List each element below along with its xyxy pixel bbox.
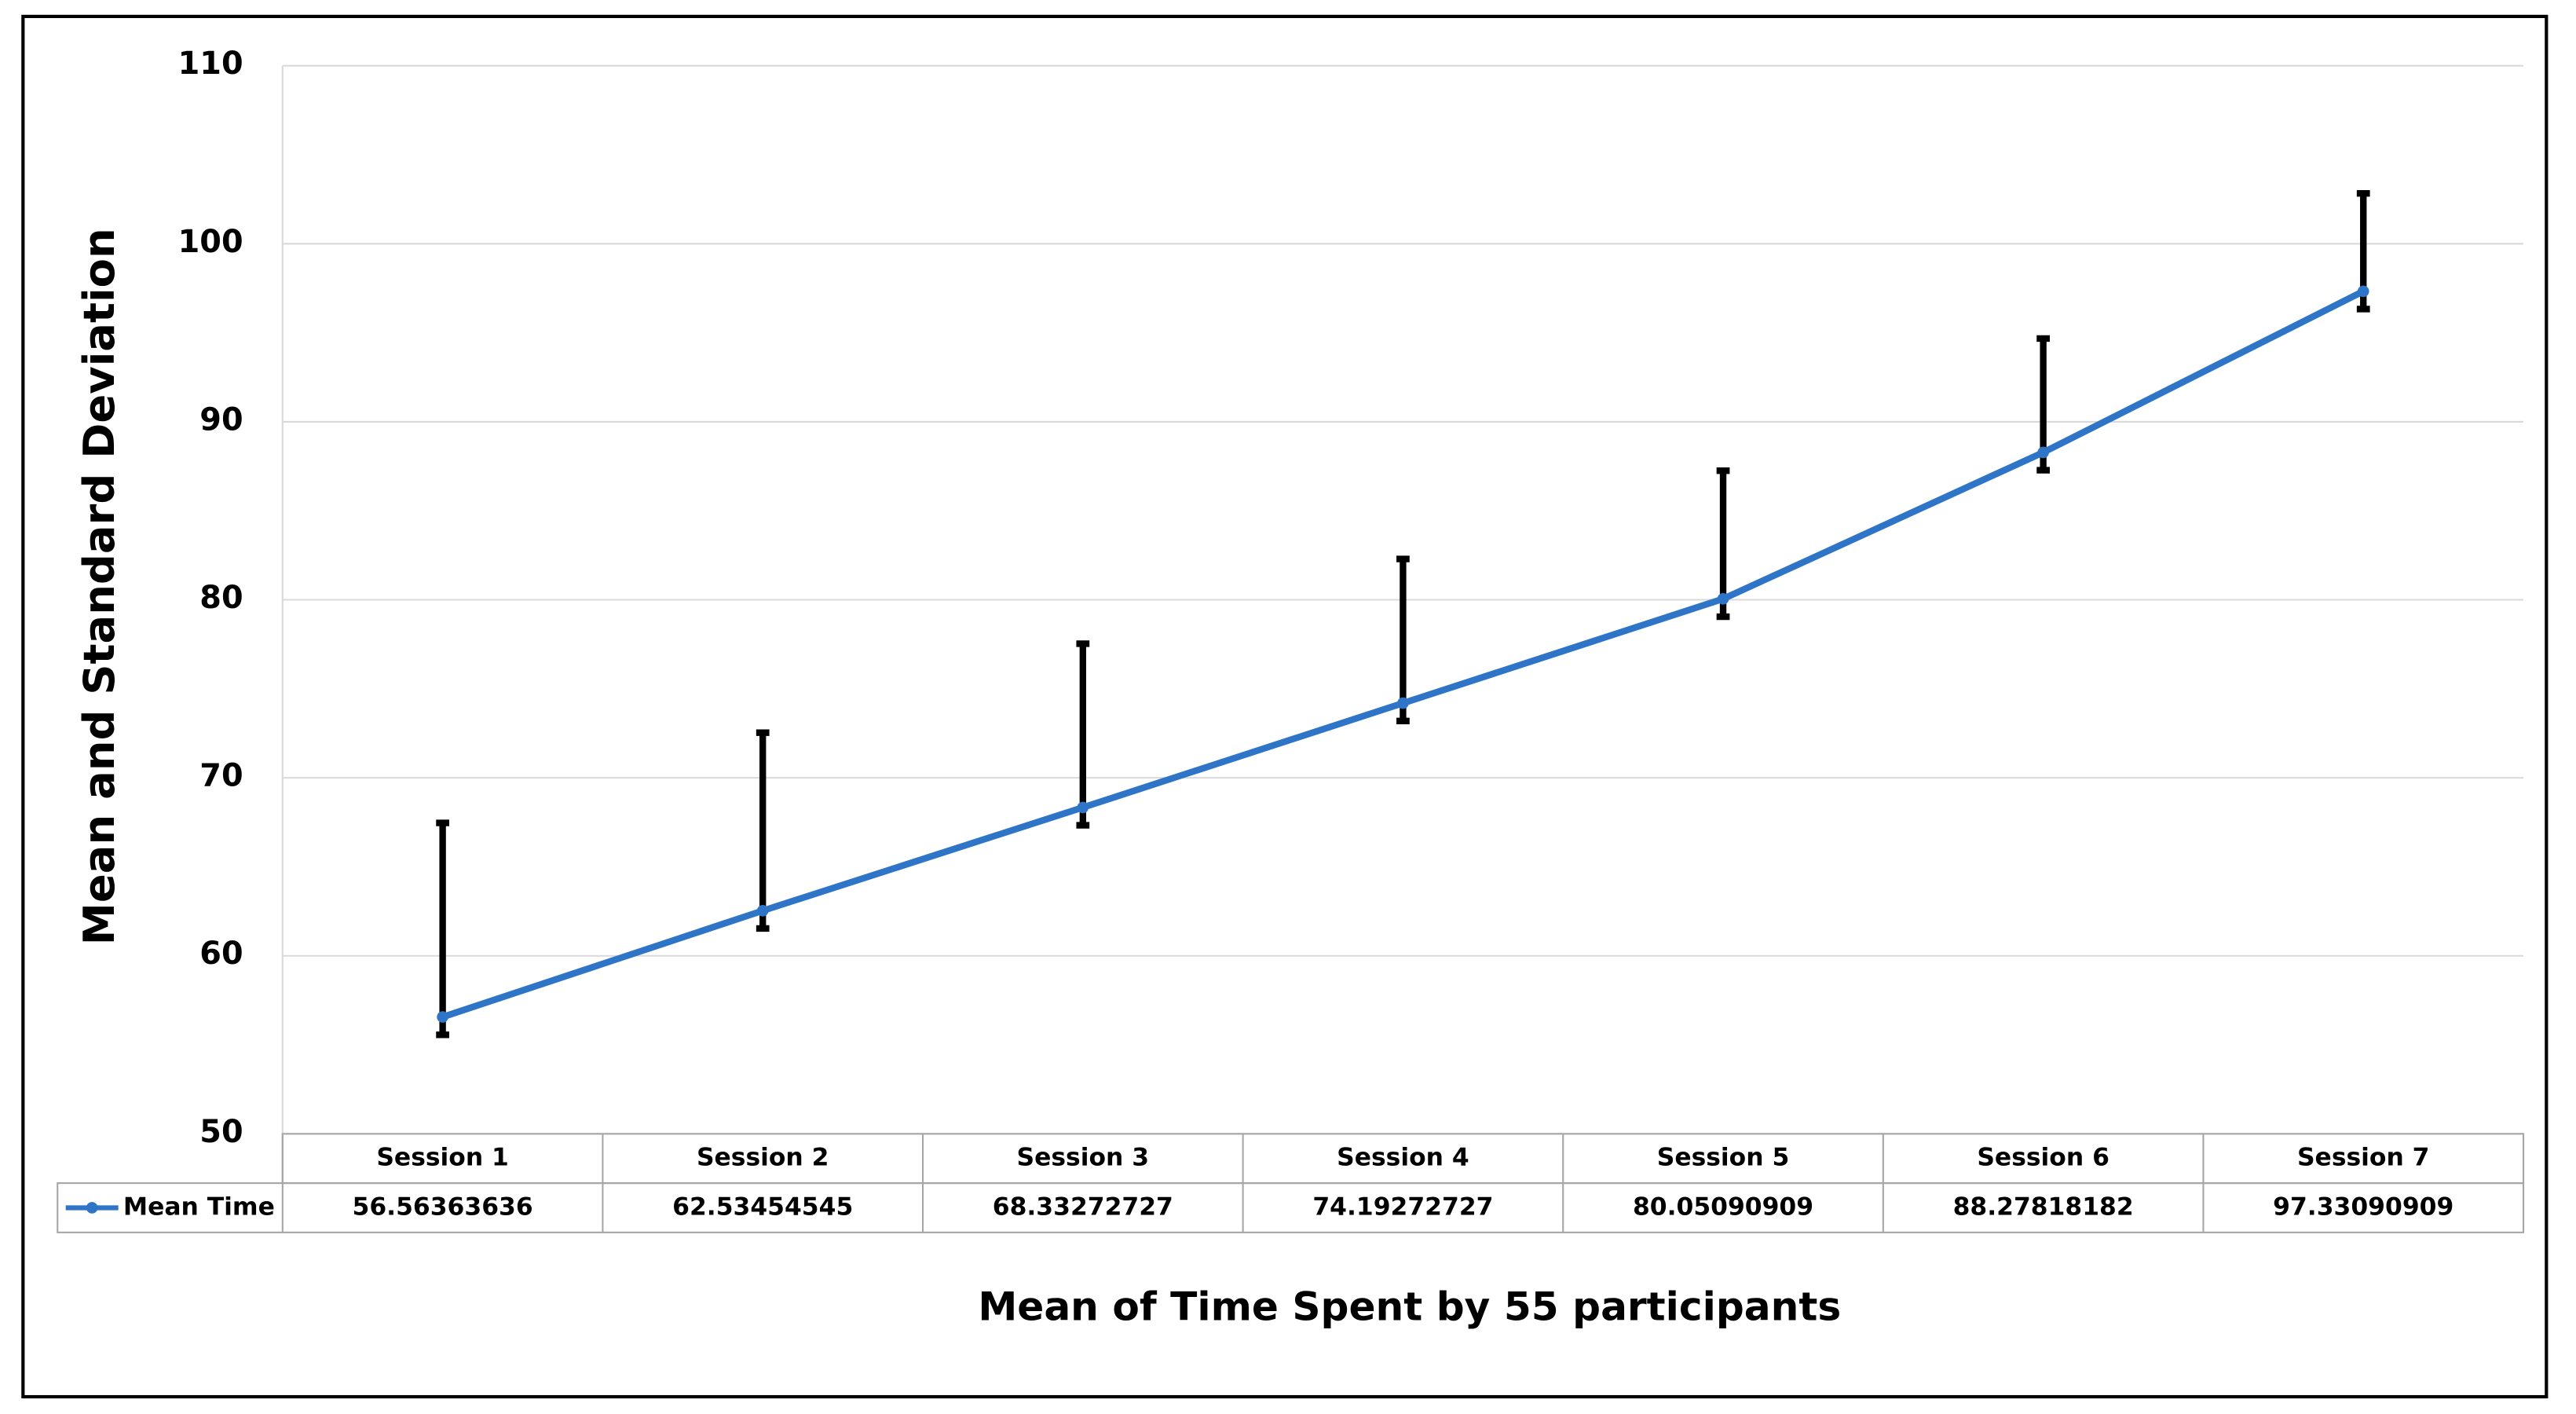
x-tick-label: Session 6 bbox=[1977, 1144, 2109, 1172]
data-point bbox=[437, 1011, 448, 1023]
table-data-row bbox=[57, 1182, 2525, 1233]
y-axis-label: Mean and Standard Deviation bbox=[75, 228, 124, 945]
table-value: 88.27818182 bbox=[1953, 1192, 2134, 1221]
y-tick-label: 50 bbox=[199, 1114, 243, 1150]
y-tick-label: 60 bbox=[199, 936, 243, 972]
data-point bbox=[1077, 801, 1089, 814]
y-tick-label: 70 bbox=[199, 758, 243, 794]
data-point bbox=[2357, 285, 2369, 298]
table-value: 80.05090909 bbox=[1633, 1192, 1813, 1221]
data-point bbox=[1397, 697, 1409, 709]
x-tick-label: Session 1 bbox=[376, 1144, 509, 1172]
y-tick-label: 80 bbox=[199, 580, 243, 616]
table-value: 62.53454545 bbox=[672, 1192, 853, 1221]
y-tick-label: 100 bbox=[178, 224, 243, 260]
table-value: 97.33090909 bbox=[2273, 1192, 2453, 1221]
table-value: 74.19272727 bbox=[1312, 1192, 1493, 1221]
data-point bbox=[756, 904, 769, 917]
x-tick-label: Session 7 bbox=[2297, 1144, 2430, 1172]
chart-title: Mean of Time Spent by 55 participants bbox=[978, 1284, 1841, 1330]
data-point bbox=[2037, 446, 2049, 459]
x-tick-label: Session 4 bbox=[1337, 1144, 1469, 1172]
x-tick-label: Session 3 bbox=[1017, 1144, 1150, 1172]
table-value: 56.56363636 bbox=[353, 1192, 533, 1221]
chart-border bbox=[21, 14, 2549, 1399]
x-tick-label: Session 2 bbox=[697, 1144, 829, 1172]
y-tick-label: 110 bbox=[178, 46, 243, 82]
legend-label: Mean Time bbox=[123, 1192, 275, 1221]
table-value: 68.33272727 bbox=[993, 1192, 1173, 1221]
legend-marker bbox=[86, 1202, 98, 1214]
y-tick-label: 90 bbox=[199, 401, 243, 438]
x-tick-label: Session 5 bbox=[1657, 1144, 1790, 1172]
data-point bbox=[1717, 593, 1729, 605]
